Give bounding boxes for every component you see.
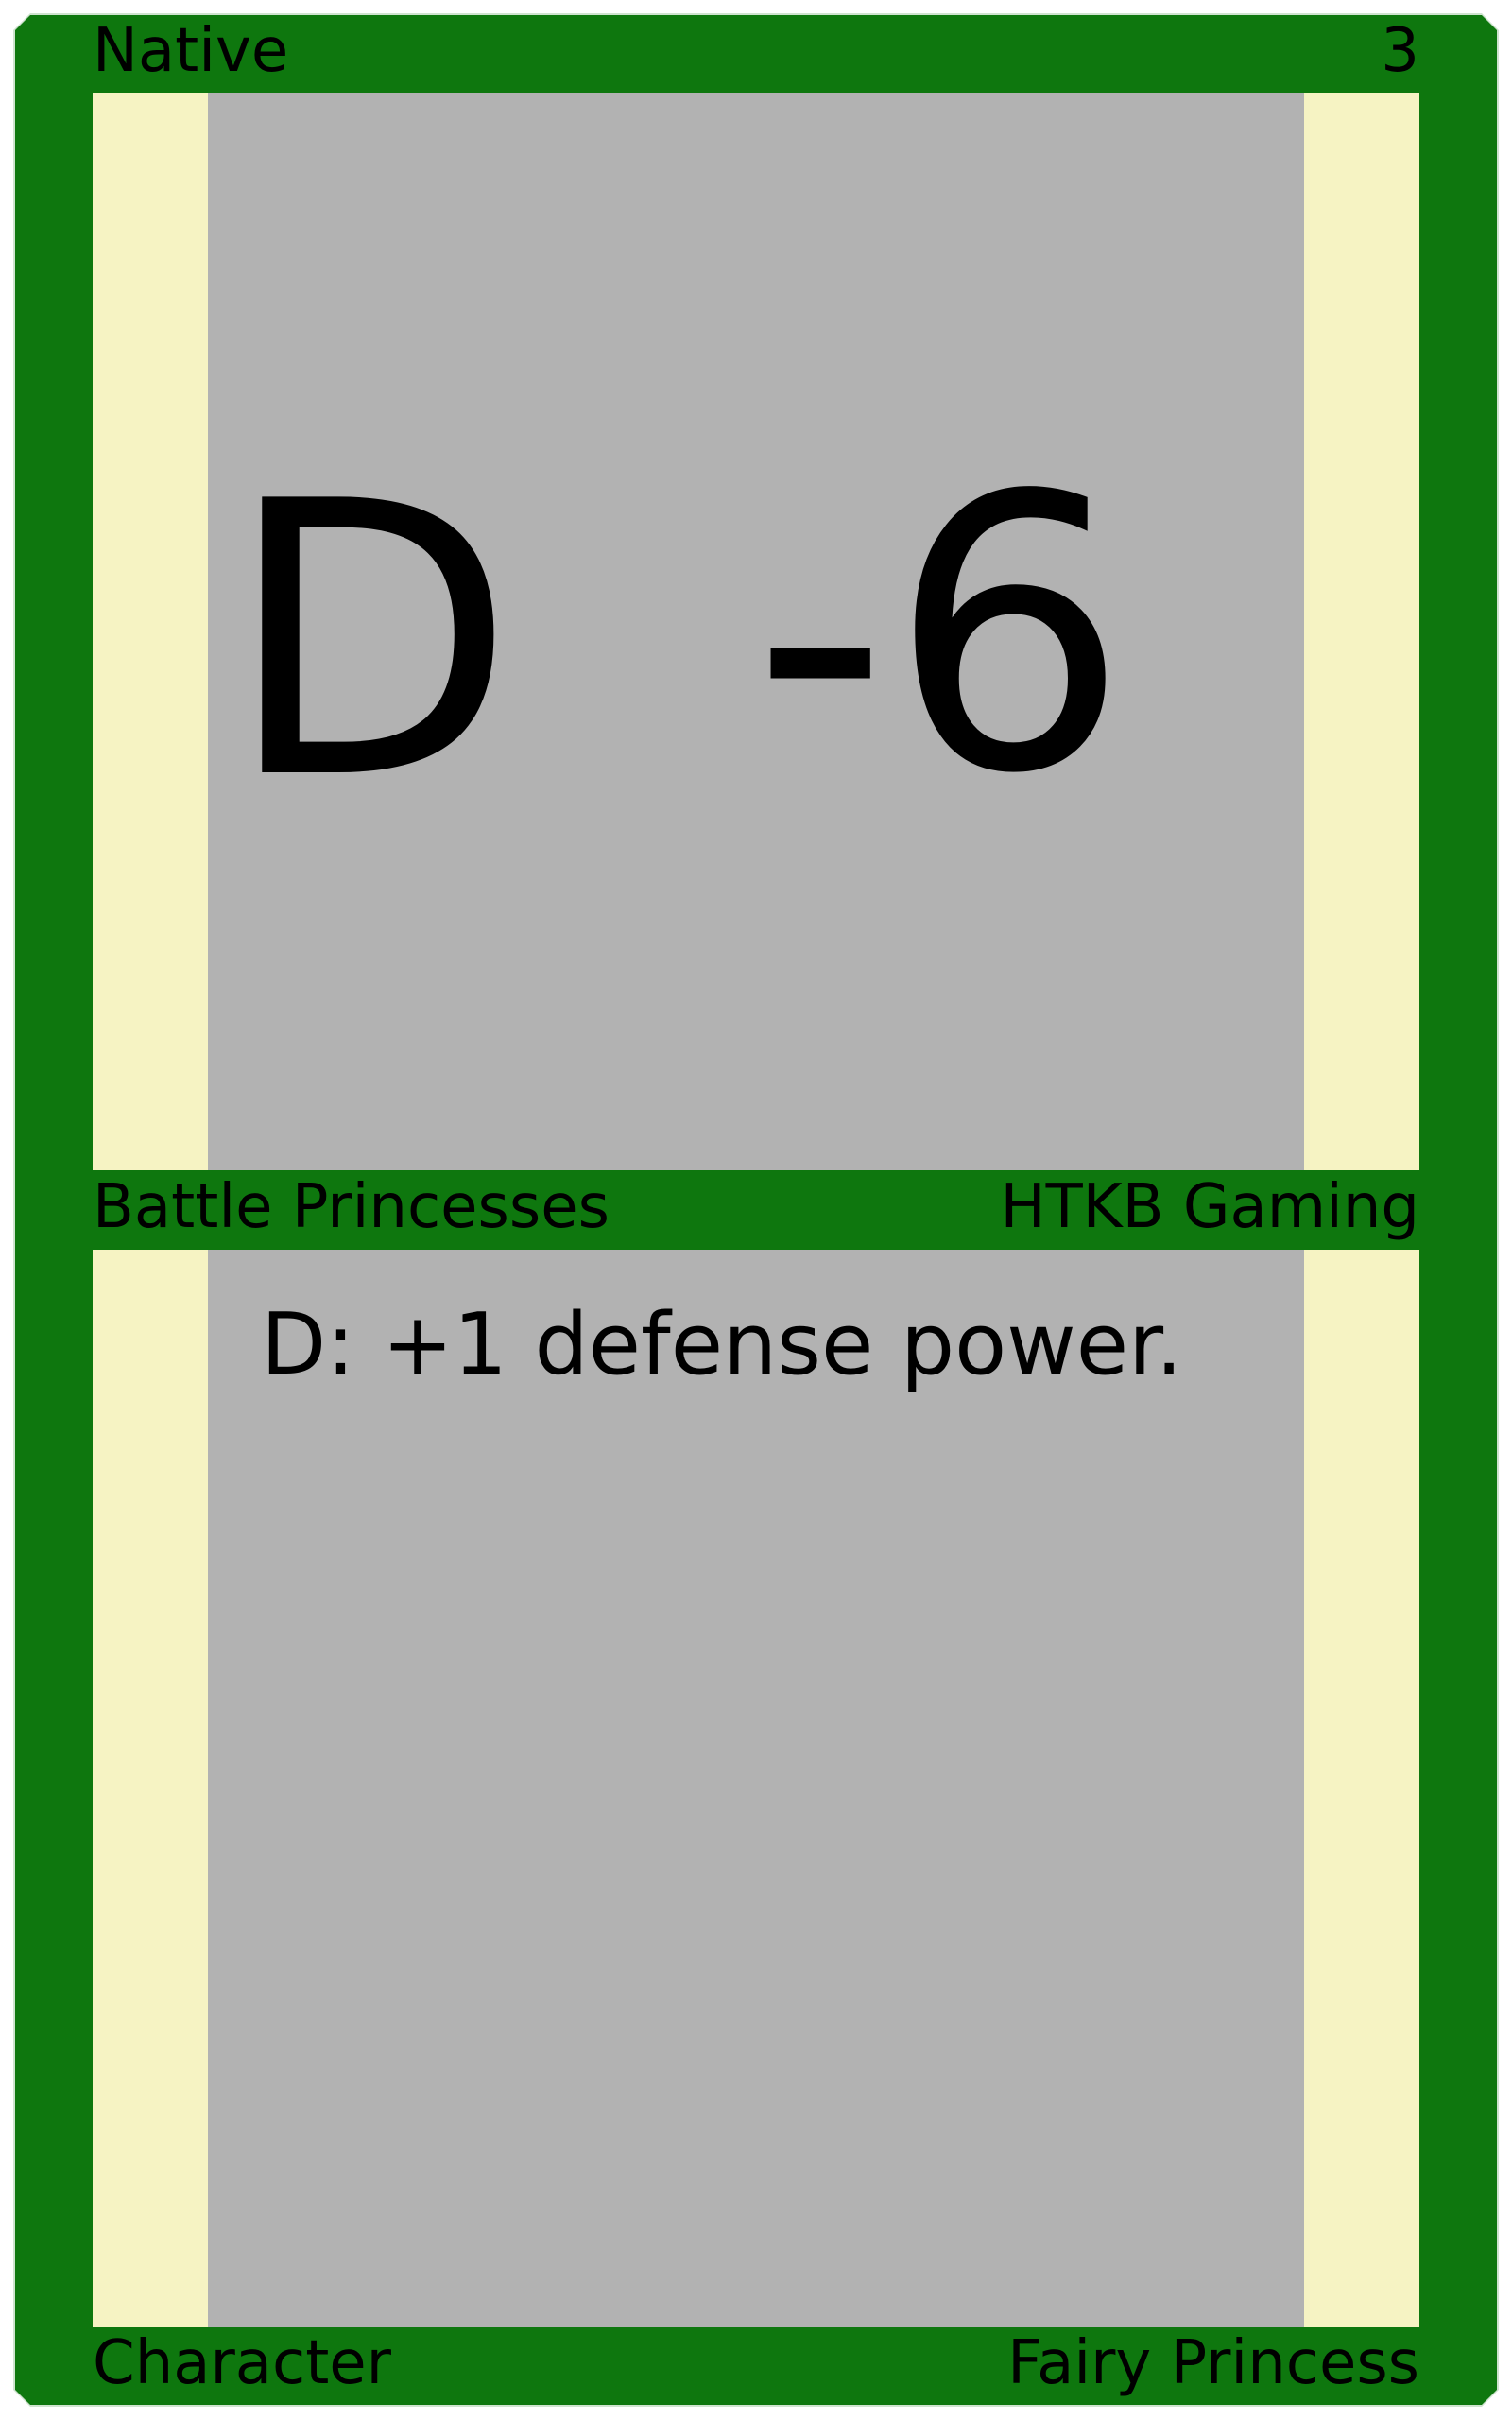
lower-panel xyxy=(93,1250,1419,2327)
card-category-label: Character xyxy=(93,2328,391,2398)
card-type-label: Native xyxy=(93,16,289,86)
upper-panel xyxy=(93,93,1419,1170)
stat-value: -6 xyxy=(752,417,1129,856)
ability-text: D: +1 defense power. xyxy=(261,1295,1183,1394)
card-cost-value: 3 xyxy=(1381,16,1419,86)
set-name-label: Battle Princesses xyxy=(93,1172,610,1242)
upper-panel-center xyxy=(208,93,1304,1170)
stat-letter: D xyxy=(225,423,517,862)
publisher-label: HTKB Gaming xyxy=(1000,1172,1419,1242)
card-subtype-label: Fairy Princess xyxy=(1007,2328,1419,2398)
lower-panel-center xyxy=(208,1250,1304,2327)
